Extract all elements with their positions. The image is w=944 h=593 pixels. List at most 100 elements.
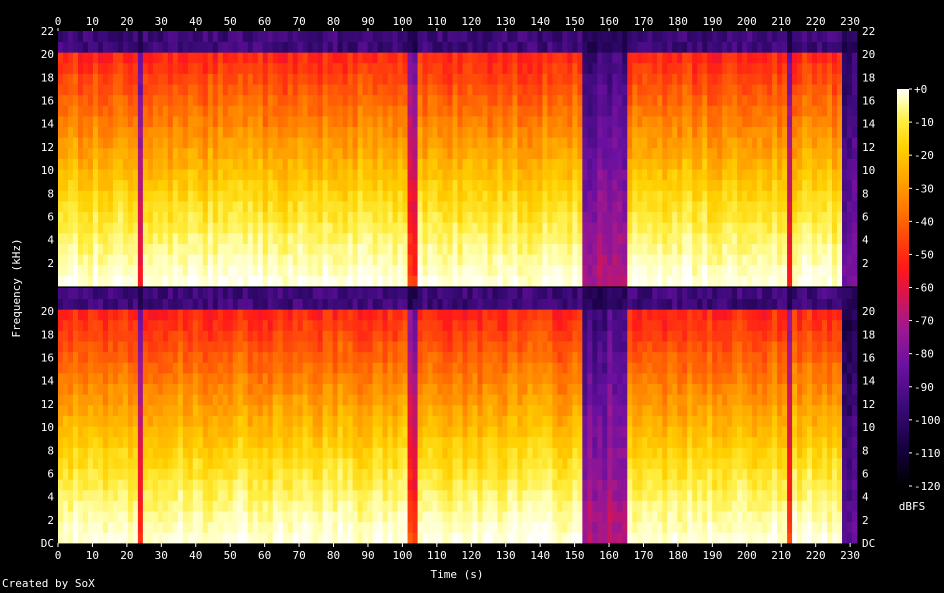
channel-2-cell [182,309,189,321]
channel-1-cell [67,158,74,170]
channel-1-cell [257,147,264,159]
channel-1-cell [247,211,254,223]
channel-1-cell [442,169,448,181]
channel-1-cell [287,137,294,149]
channel-1-cell [707,169,713,181]
channel-1-cell [152,147,159,159]
channel-1-cell [597,94,603,106]
channel-1-cell [357,137,364,149]
channel-1-cell [727,41,733,53]
channel-1-cell [737,190,743,202]
channel-1-cell [402,243,408,255]
channel-1-cell [827,211,833,223]
channel-2-cell [147,500,154,512]
channel-1-cell [847,232,853,244]
channel-1-cell [697,158,703,170]
channel-1-cell [717,211,723,223]
channel-2-cell [197,298,204,310]
channel-1-cell [627,94,633,106]
channel-1-cell [737,126,743,138]
channel-1-cell [532,84,538,96]
channel-1-cell [777,275,783,287]
channel-2-cell [222,415,229,427]
channel-1-cell [802,169,808,181]
channel-1-cell [682,264,688,276]
channel-1-cell [467,169,473,181]
channel-2-cell [127,511,134,523]
channel-1-cell [642,94,648,106]
channel-2-cell [107,383,114,395]
channel-2-cell [117,426,124,438]
channel-1-cell [177,52,184,64]
channel-2-cell [202,309,209,321]
channel-2-cell [232,415,239,427]
channel-1-cell [832,169,838,181]
channel-1-cell [702,94,708,106]
channel-1-cell [277,41,284,53]
channel-1-cell [447,31,453,43]
channel-2-cell [187,426,194,438]
channel-1-cell [477,211,483,223]
channel-1-cell [832,179,838,191]
channel-1-cell [732,147,738,159]
channel-2-cell [277,468,284,480]
channel-2-cell [127,373,134,385]
channel-2-cell [157,383,164,395]
channel-1-cell [92,62,99,74]
channel-1-cell [352,243,359,255]
channel-1-cell [147,275,154,287]
channel-1-cell [732,190,738,202]
channel-1-cell [72,179,79,191]
channel-2-cell [282,341,289,353]
channel-1-cell [727,275,733,287]
channel-1-cell [247,52,254,64]
channel-1-cell [382,62,388,74]
channel-1-cell [382,137,388,149]
channel-2-cell [182,468,189,480]
channel-1-cell [727,211,733,223]
channel-2-cell [292,415,299,427]
channel-2-cell [282,394,289,406]
channel-1-cell [577,243,583,255]
channel-2-cell [187,458,194,470]
channel-1-cell [177,147,184,159]
channel-1-cell [447,158,453,170]
channel-1-cell [87,232,94,244]
channel-1-cell [212,62,219,74]
channel-2-cell [137,383,144,395]
channel-2-cell [122,341,129,353]
channel-1-cell [732,62,738,74]
channel-1-cell [222,116,229,128]
channel-2-cell [117,404,124,416]
channel-1-cell [492,126,498,138]
channel-1-cell [622,243,628,255]
channel-1-cell [467,126,473,138]
channel-1-cell [807,137,813,149]
channel-2-cell [212,351,219,363]
channel-1-cell [747,116,753,128]
channel-1-cell [522,94,528,106]
channel-1-cell [562,275,568,287]
channel-1-cell [177,84,184,96]
channel-1-cell [512,254,518,266]
channel-1-cell [492,275,498,287]
channel-1-cell [287,201,294,213]
channel-1-cell [437,211,443,223]
channel-1-cell [692,137,698,149]
channel-1-cell [187,169,194,181]
channel-1-cell [737,222,743,234]
channel-2-cell [132,298,139,310]
channel-1-cell [727,222,733,234]
channel-1-cell [87,201,94,213]
channel-1-cell [357,264,364,276]
channel-1-cell [642,126,648,138]
channel-1-cell [427,94,433,106]
channel-1-cell [772,105,778,117]
channel-1-cell [422,169,428,181]
channel-1-cell [512,137,518,149]
channel-1-cell [402,232,408,244]
channel-1-cell [512,179,518,191]
channel-1-cell [197,264,204,276]
channel-1-cell [567,264,573,276]
channel-1-cell [292,201,299,213]
